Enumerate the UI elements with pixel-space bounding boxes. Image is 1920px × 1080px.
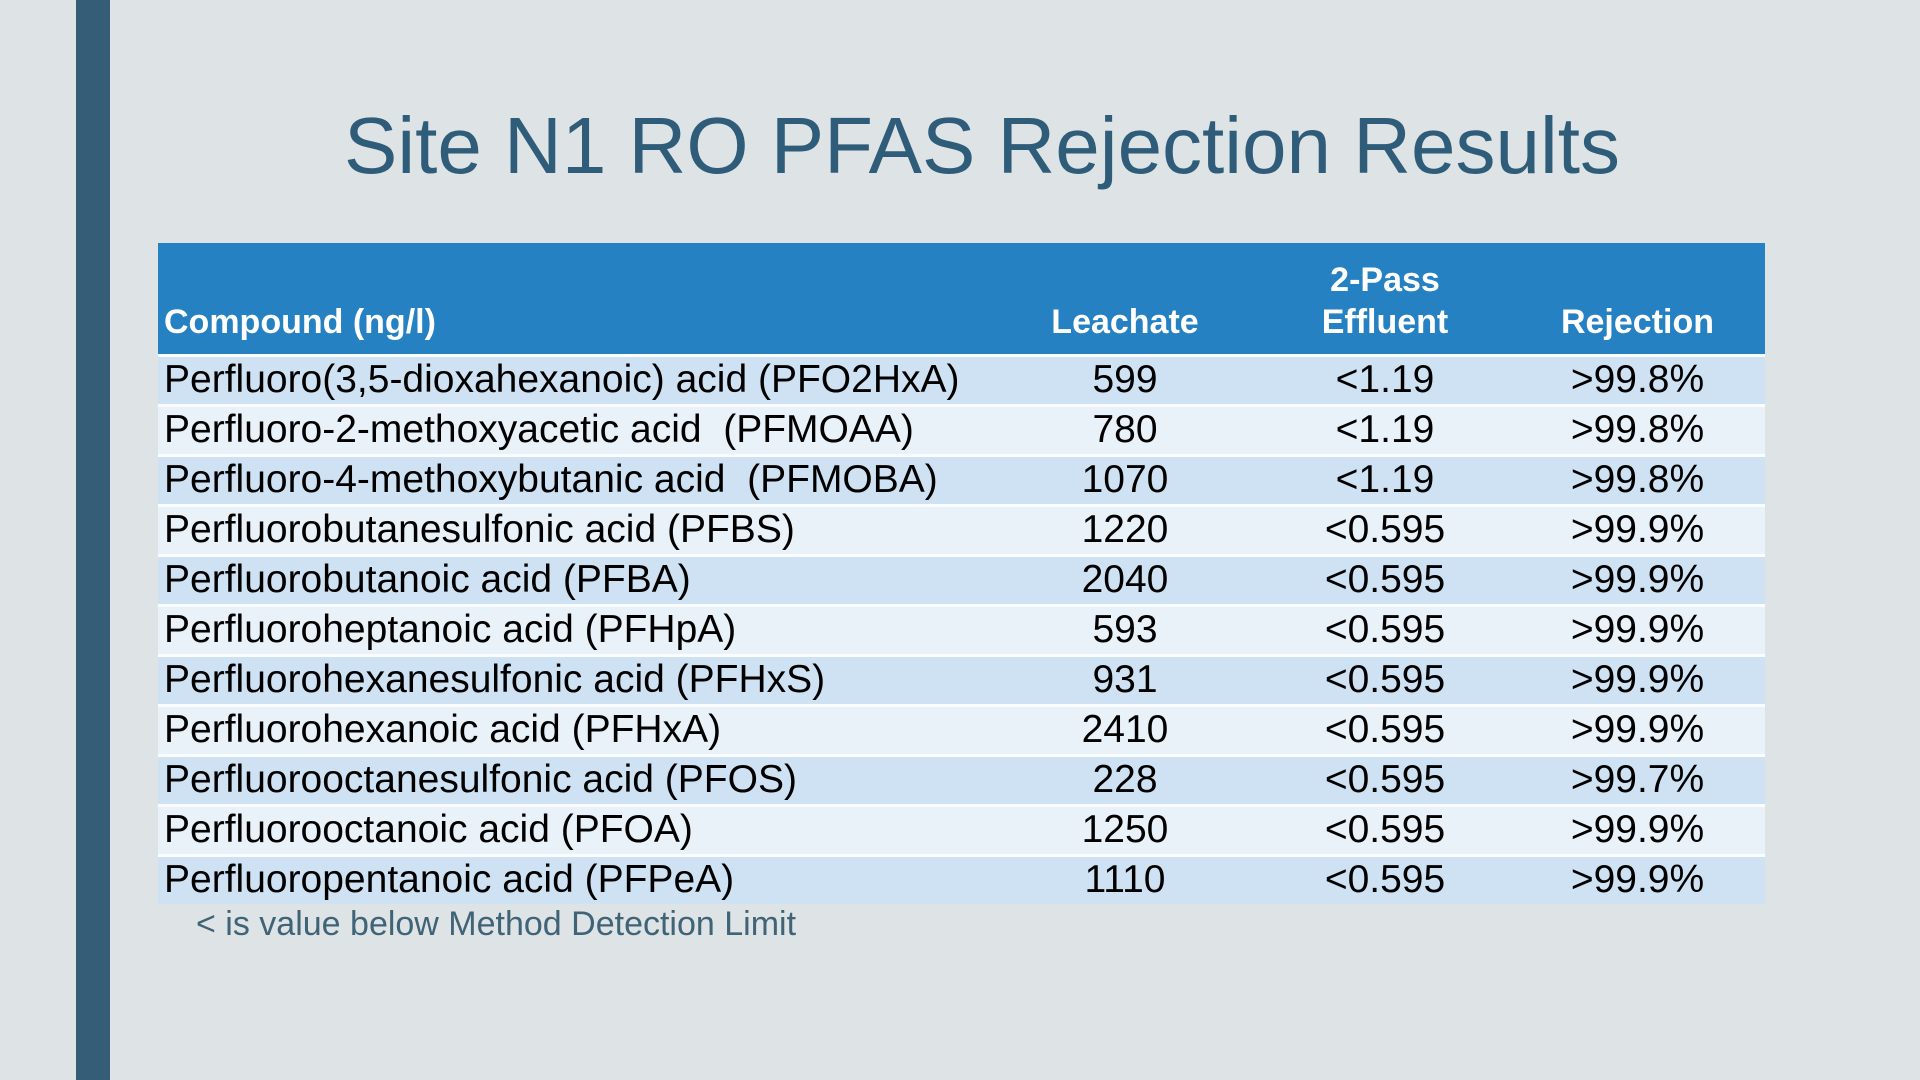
effluent-cell: <0.595 <box>1260 655 1510 707</box>
leachate-cell: 2410 <box>990 705 1260 757</box>
rejection-cell: >99.8% <box>1510 355 1765 407</box>
table-row: Perfluorooctanoic acid (PFOA) 1250 <0.595 >… <box>158 805 1765 857</box>
header-leachate: Leachate <box>990 243 1260 357</box>
detection-limit-footnote: < is value below Method Detection Limit <box>196 905 797 943</box>
results-table-container: Compound (ng/l) Leachate 2-Pass Effluent … <box>158 243 1765 904</box>
leachate-cell: 931 <box>990 655 1260 707</box>
pfas-rejection-table: Compound (ng/l) Leachate 2-Pass Effluent … <box>158 243 1765 904</box>
effluent-cell: <1.19 <box>1260 455 1510 507</box>
table-header-row: Compound (ng/l) Leachate 2-Pass Effluent … <box>158 243 1765 357</box>
compound-cell: Perfluoropentanoic acid (PFPeA) <box>158 855 990 904</box>
effluent-cell: <0.595 <box>1260 805 1510 857</box>
header-compound: Compound (ng/l) <box>158 243 990 357</box>
table-row: Perfluoro(3,5-dioxahexanoic) acid (PFO2H… <box>158 355 1765 407</box>
table-row: Perfluorobutanesulfonic acid (PFBS) 1220 <… <box>158 505 1765 557</box>
header-effluent: 2-Pass Effluent <box>1260 243 1510 357</box>
rejection-cell: >99.8% <box>1510 405 1765 457</box>
leachate-cell: 599 <box>990 355 1260 407</box>
leachate-cell: 1250 <box>990 805 1260 857</box>
rejection-cell: >99.9% <box>1510 605 1765 657</box>
effluent-cell: <1.19 <box>1260 405 1510 457</box>
table-row: Perfluoropentanoic acid (PFPeA) 1110 <0.59… <box>158 855 1765 904</box>
compound-cell: Perfluorobutanoic acid (PFBA) <box>158 555 990 607</box>
header-rejection: Rejection <box>1510 243 1765 357</box>
table-body: Perfluoro(3,5-dioxahexanoic) acid (PFO2H… <box>158 355 1765 904</box>
compound-cell: Perfluoro-2-methoxyacetic acid (PFMOAA) <box>158 405 990 457</box>
table-row: Perfluorobutanoic acid (PFBA) 2040 <0.595 >… <box>158 555 1765 607</box>
rejection-cell: >99.9% <box>1510 505 1765 557</box>
effluent-cell: <0.595 <box>1260 505 1510 557</box>
rejection-cell: >99.9% <box>1510 805 1765 857</box>
table-row: Perfluoro-2-methoxyacetic acid (PFMOAA) 7… <box>158 405 1765 457</box>
compound-cell: Perfluorooctanesulfonic acid (PFOS) <box>158 755 990 807</box>
rejection-cell: >99.8% <box>1510 455 1765 507</box>
rejection-cell: >99.7% <box>1510 755 1765 807</box>
compound-cell: Perfluorohexanesulfonic acid (PFHxS) <box>158 655 990 707</box>
leachate-cell: 1070 <box>990 455 1260 507</box>
table-row: Perfluorohexanesulfonic acid (PFHxS) 931 <… <box>158 655 1765 707</box>
effluent-header-line2: Effluent <box>1321 303 1449 342</box>
leachate-cell: 1110 <box>990 855 1260 904</box>
effluent-cell: <0.595 <box>1260 555 1510 607</box>
table-row: Perfluorooctanesulfonic acid (PFOS) 228 <0… <box>158 755 1765 807</box>
effluent-cell: <0.595 <box>1260 705 1510 757</box>
rejection-cell: >99.9% <box>1510 855 1765 904</box>
leachate-cell: 2040 <box>990 555 1260 607</box>
effluent-cell: <0.595 <box>1260 605 1510 657</box>
compound-cell: Perfluorohexanoic acid (PFHxA) <box>158 705 990 757</box>
effluent-cell: <1.19 <box>1260 355 1510 407</box>
effluent-cell: <0.595 <box>1260 755 1510 807</box>
compound-cell: Perfluoro-4-methoxybutanic acid (PFMOBA) <box>158 455 990 507</box>
compound-cell: Perfluoro(3,5-dioxahexanoic) acid (PFO2H… <box>158 355 990 407</box>
leachate-cell: 780 <box>990 405 1260 457</box>
compound-cell: Perfluorooctanoic acid (PFOA) <box>158 805 990 857</box>
rejection-cell: >99.9% <box>1510 555 1765 607</box>
rejection-cell: >99.9% <box>1510 705 1765 757</box>
leachate-cell: 228 <box>990 755 1260 807</box>
slide-title: Site N1 RO PFAS Rejection Results <box>343 101 1621 190</box>
compound-cell: Perfluoroheptanoic acid (PFHpA) <box>158 605 990 657</box>
table-row: Perfluoro-4-methoxybutanic acid (PFMOBA)… <box>158 455 1765 507</box>
leachate-cell: 593 <box>990 605 1260 657</box>
left-accent-bar <box>76 0 110 1080</box>
rejection-cell: >99.9% <box>1510 655 1765 707</box>
table-row: Perfluorohexanoic acid (PFHxA) 2410 <0.595… <box>158 705 1765 757</box>
leachate-cell: 1220 <box>990 505 1260 557</box>
compound-cell: Perfluorobutanesulfonic acid (PFBS) <box>158 505 990 557</box>
effluent-header-line1: 2-Pass <box>1330 261 1440 300</box>
effluent-cell: <0.595 <box>1260 855 1510 904</box>
table-row: Perfluoroheptanoic acid (PFHpA) 593 <0.595… <box>158 605 1765 657</box>
